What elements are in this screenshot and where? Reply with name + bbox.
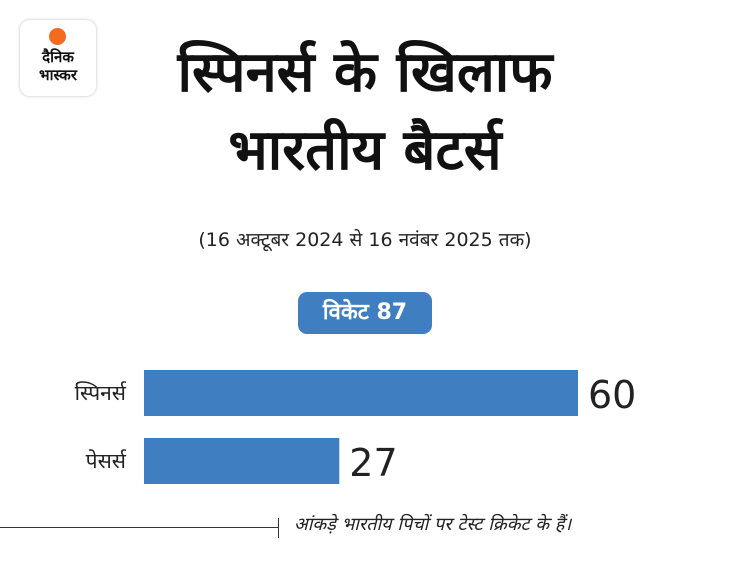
bar [144, 370, 578, 416]
page-title: स्पिनर्स के खिलाफ भारतीय बैटर्स [100, 34, 630, 190]
logo-line1: दैनिक [42, 48, 74, 66]
title-line2: भारतीय बैटर्स [228, 118, 502, 183]
bar [144, 438, 340, 484]
footnote: आंकड़े भारतीय पिचों पर टेस्ट क्रिकेट के … [294, 514, 572, 535]
subtitle: (16 अक्टूबर 2024 से 16 नवंबर 2025 तक) [198, 229, 532, 251]
footer-divider [0, 527, 278, 528]
footer-divider-tick [278, 518, 279, 538]
value-label: 27 [349, 441, 397, 485]
category-label: स्पिनर्स [75, 381, 127, 405]
wickets-badge: विकेट 87 [298, 292, 432, 334]
value-label: 60 [588, 373, 636, 417]
bar-chart: स्पिनर्स 60 पेसर्स 27 [75, 370, 636, 485]
title-line1: स्पिनर्स के खिलाफ [177, 40, 553, 105]
logo: दैनिक भास्कर [20, 20, 96, 96]
logo-line2: भास्कर [39, 66, 77, 84]
category-label: पेसर्स [86, 449, 127, 473]
sun-icon [49, 28, 66, 45]
